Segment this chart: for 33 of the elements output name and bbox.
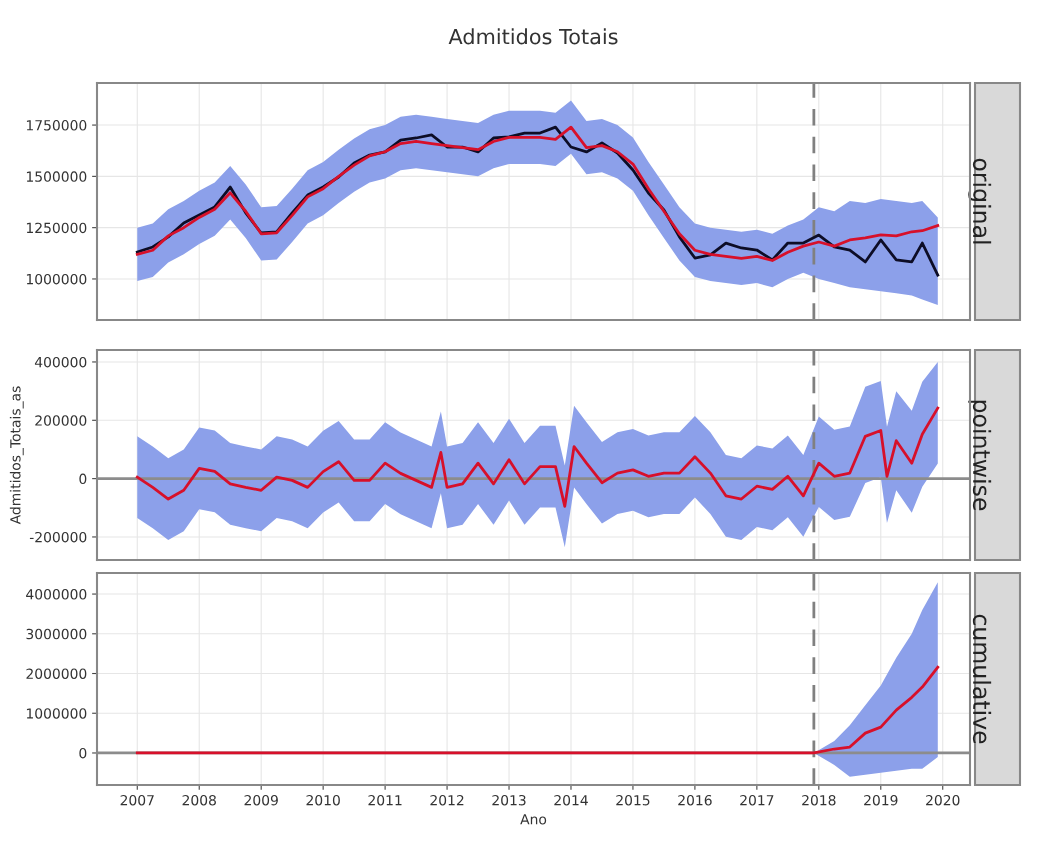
y-tick-label: 0: [79, 747, 87, 759]
x-tick-label: 2016: [678, 794, 712, 806]
x-tick-label: 2013: [492, 794, 526, 806]
y-tick-label: 2000000: [26, 668, 87, 679]
x-tick-label: 2018: [802, 794, 836, 806]
y-tick-label: 1000000: [26, 273, 87, 285]
y-tick-label: 1500000: [26, 171, 87, 182]
x-tick-label: 2019: [864, 794, 898, 806]
x-tick-label: 2015: [616, 794, 650, 806]
x-tick-label: 2014: [554, 794, 588, 806]
text: pointwise: [968, 400, 992, 511]
x-tick-label: 2011: [368, 794, 402, 806]
y-axis-title: Admitidos_Totais_as: [9, 386, 24, 525]
y-tick-label: 1250000: [26, 222, 87, 234]
y-tick-label: 200000: [35, 415, 87, 426]
y-tick-label: 0: [79, 473, 87, 485]
x-tick-label: 2012: [430, 794, 464, 806]
chart-title: Admitidos Totais: [448, 28, 618, 45]
x-tick-label: 2009: [244, 794, 278, 806]
y-tick-label: 1000000: [26, 708, 87, 719]
x-tick-label: 2020: [926, 794, 960, 806]
y-tick-label: 400000: [34, 356, 87, 368]
y-tick-label: 3000000: [26, 628, 87, 640]
x-tick-label: 2010: [306, 794, 340, 806]
x-axis-title: Ano: [520, 814, 547, 825]
y-tick-label: 4000000: [26, 589, 87, 600]
text: cumulative: [972, 614, 992, 744]
text: original: [968, 158, 992, 244]
x-tick-label: 2008: [182, 794, 216, 806]
x-tick-label: 2017: [740, 794, 774, 806]
y-tick-label: -200000: [29, 531, 87, 543]
x-tick-label: 2007: [120, 794, 154, 806]
y-tick-label: 1750000: [26, 120, 87, 131]
